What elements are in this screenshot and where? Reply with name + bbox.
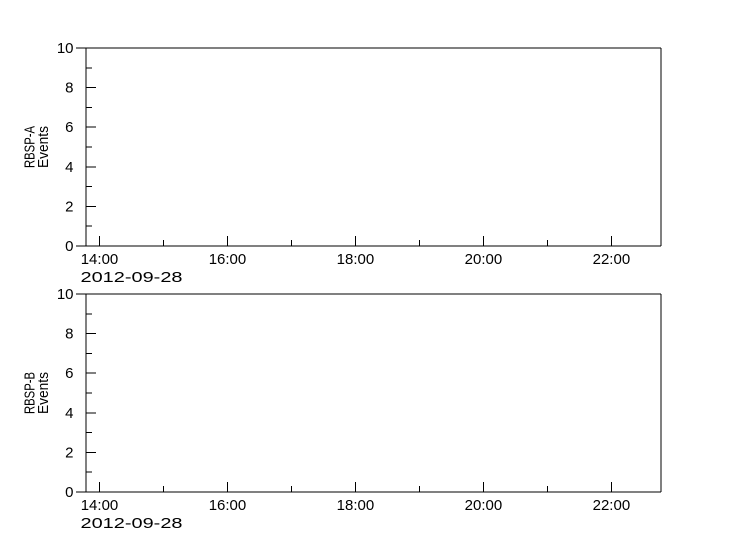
- svg-text:2012-09-28: 2012-09-28: [81, 269, 183, 286]
- svg-text:Events: Events: [35, 126, 52, 168]
- svg-text:4: 4: [65, 405, 73, 422]
- svg-text:8: 8: [65, 326, 73, 343]
- svg-text:6: 6: [65, 365, 73, 382]
- svg-text:20:00: 20:00: [465, 251, 503, 268]
- svg-text:20:00: 20:00: [465, 497, 503, 514]
- svg-text:2: 2: [65, 444, 73, 461]
- svg-text:18:00: 18:00: [337, 251, 375, 268]
- svg-text:10: 10: [57, 286, 74, 303]
- svg-text:10: 10: [57, 40, 74, 57]
- svg-text:18:00: 18:00: [337, 497, 375, 514]
- svg-text:14:00: 14:00: [81, 251, 119, 268]
- svg-text:16:00: 16:00: [209, 497, 247, 514]
- svg-text:0: 0: [65, 238, 73, 255]
- svg-text:14:00: 14:00: [81, 497, 119, 514]
- svg-text:8: 8: [65, 80, 73, 97]
- svg-text:2012-09-28: 2012-09-28: [81, 515, 183, 532]
- svg-text:4: 4: [65, 159, 73, 176]
- svg-text:0: 0: [65, 484, 73, 501]
- svg-text:22:00: 22:00: [593, 251, 631, 268]
- svg-text:2: 2: [65, 198, 73, 215]
- svg-text:6: 6: [65, 119, 73, 136]
- svg-text:22:00: 22:00: [593, 497, 631, 514]
- svg-text:Events: Events: [35, 372, 52, 414]
- svg-text:16:00: 16:00: [209, 251, 247, 268]
